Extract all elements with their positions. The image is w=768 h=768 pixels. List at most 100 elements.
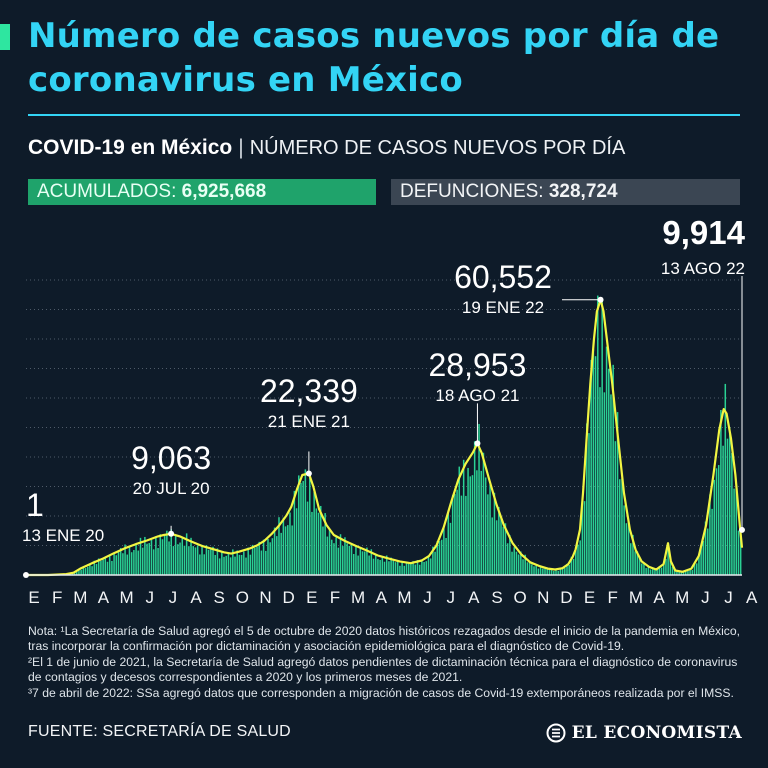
el-economista-logo-icon [546,723,566,743]
case-bar [476,470,478,575]
case-bar [671,566,674,575]
x-tick-label: A [98,588,110,607]
case-bar [465,495,467,575]
case-bar [731,452,733,575]
case-bar [128,546,131,575]
page-title: Número de casos nuevos por día de corona… [28,16,720,100]
annotation-date: 13 AGO 22 [661,259,745,278]
case-bar [302,481,304,575]
case-bar [432,546,434,575]
case-bar [344,537,346,575]
case-bar [592,349,595,575]
x-tick-label: M [397,588,411,607]
case-bar [370,549,373,575]
case-bar [680,571,683,575]
case-bar [137,550,140,575]
case-bar [570,556,573,575]
case-bar [166,530,168,575]
case-bar [95,563,98,575]
case-bar [568,565,570,575]
case-bar [243,551,245,575]
case-bar [159,534,162,575]
case-bar [168,541,170,575]
case-bar [247,547,249,575]
case-bar [304,469,307,575]
case-bar [491,517,493,575]
case-bar [201,544,203,575]
case-bar [737,530,740,575]
subtitle-separator: | [238,136,244,159]
case-bar [377,559,379,575]
case-bar [287,525,289,575]
case-bar [449,522,452,575]
case-bar [722,445,724,575]
case-bar [728,427,731,575]
case-bar [608,368,610,575]
case-bar [280,532,282,575]
peak-marker [168,530,175,537]
case-bar [133,550,135,575]
case-bar [621,478,623,575]
case-bar [320,505,322,575]
case-bar [256,546,258,575]
case-bar [634,551,636,575]
case-bar [522,559,524,575]
annotation-date: 13 ENE 20 [22,526,104,545]
case-bar [651,568,654,575]
case-bar [326,536,329,575]
case-bar [322,526,324,575]
case-bar [665,558,667,575]
case-bar [139,537,142,575]
case-bar [75,571,78,575]
title-accent-bar [0,24,10,50]
case-bar [443,528,445,575]
case-bar [515,551,518,575]
x-tick-label: D [560,588,572,607]
case-bar [500,517,502,575]
x-tick-label: E [584,588,595,607]
case-bar [603,392,606,575]
case-bar [412,561,414,575]
case-bar [601,301,603,575]
case-bar [108,555,111,575]
case-bar [374,555,377,575]
case-bar [214,554,216,575]
case-bar [234,556,236,575]
case-bar [682,571,685,575]
case-bar [82,566,85,575]
case-bar [695,563,698,575]
case-bar [594,356,597,575]
annotation-value: 28,953 [429,347,527,383]
case-bar [535,564,537,575]
annotation-value: 9,914 [662,214,745,251]
defunciones-badge: DEFUNCIONES: 328,724 [391,179,740,205]
case-bar [548,569,551,575]
case-bar [539,565,542,575]
case-bar [111,560,113,575]
title-divider [28,114,740,116]
case-bar [489,484,491,575]
case-bar [557,570,559,575]
case-bar [267,539,269,575]
case-bar [300,482,302,575]
case-bar [203,554,205,575]
x-tick-label: M [351,588,365,607]
case-bar [700,546,702,575]
case-bar [141,547,144,575]
case-bar [421,561,423,575]
case-bar [579,540,581,575]
x-tick-label: J [169,588,178,607]
case-bar [418,564,421,575]
case-bar [135,545,137,575]
case-bar [394,562,397,575]
case-bar [676,571,678,575]
case-bar [352,554,355,575]
case-bar [396,560,399,575]
case-bar [115,555,118,575]
x-tick-label: S [214,588,225,607]
x-tick-label: E [306,588,317,607]
case-bar [80,569,82,575]
case-bar [647,566,650,575]
case-bar [638,557,641,575]
case-bar [245,557,247,575]
